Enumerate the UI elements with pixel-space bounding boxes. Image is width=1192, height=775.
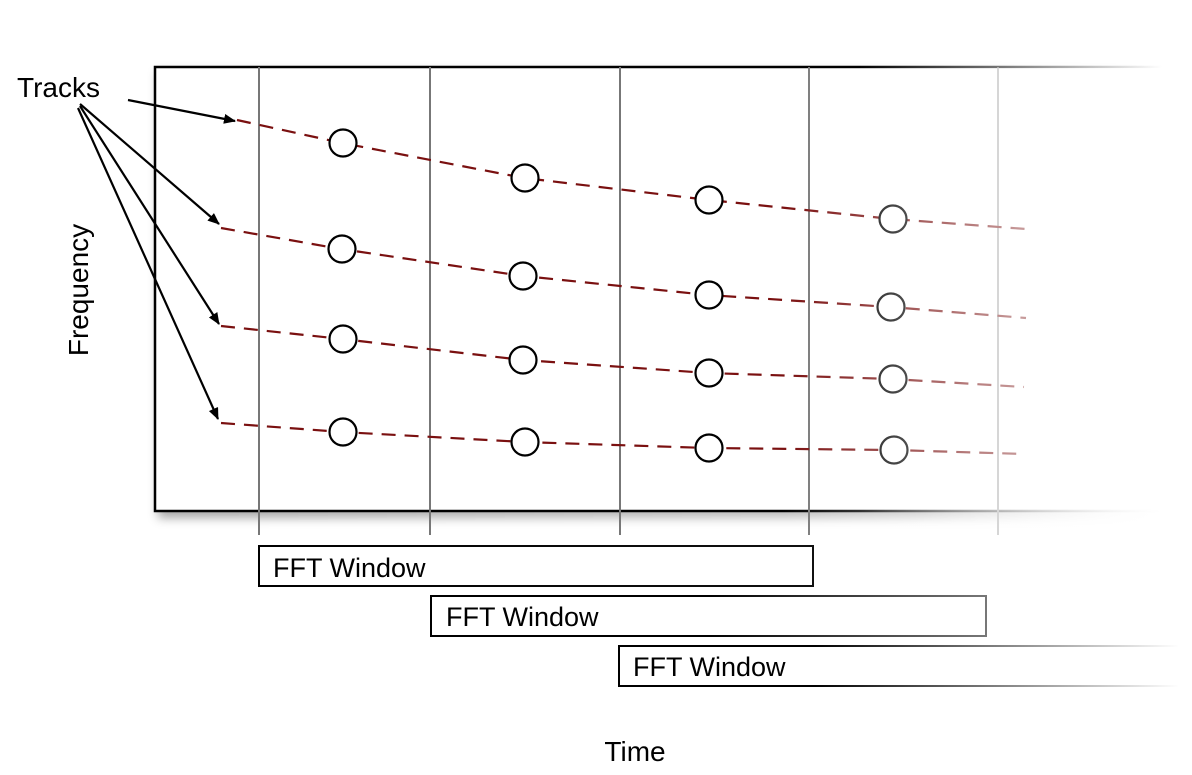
fft-window-box bbox=[618, 645, 1180, 687]
track-arrows bbox=[76, 98, 236, 420]
fft-window: FFT Window bbox=[430, 595, 987, 637]
fft-windows: FFT Window FFT Window FFT Window bbox=[258, 545, 1180, 687]
fft-window: FFT Window bbox=[258, 545, 814, 587]
track-arrow bbox=[76, 107, 220, 420]
time-label: Time bbox=[604, 736, 665, 767]
fft-window-label: FFT Window bbox=[633, 652, 786, 682]
fft-window-box bbox=[258, 545, 814, 587]
fft-window-label: FFT Window bbox=[273, 553, 426, 583]
fft-window-label: FFT Window bbox=[446, 602, 599, 632]
fft-window: FFT Window bbox=[618, 645, 1180, 687]
fade-overlay bbox=[156, 68, 1166, 538]
fft-window-box bbox=[430, 595, 987, 637]
frequency-label: Frequency bbox=[63, 224, 94, 356]
tracks-label: Tracks bbox=[17, 72, 100, 103]
track-arrow bbox=[127, 98, 236, 124]
track-arrow bbox=[79, 105, 220, 325]
track-arrow bbox=[79, 103, 220, 225]
